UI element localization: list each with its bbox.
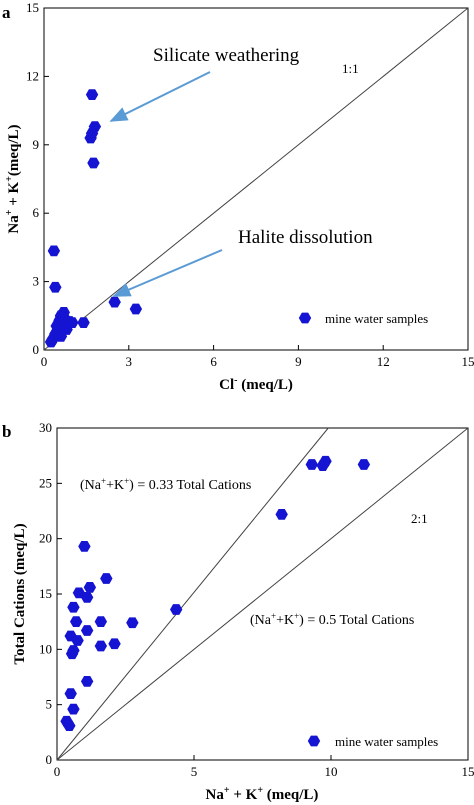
y-tick-label: 10	[39, 641, 52, 656]
panel-b-legend-label: mine water samples	[335, 734, 438, 749]
data-point	[63, 720, 76, 732]
data-point	[357, 459, 371, 470]
reference-line	[56, 427, 329, 761]
panel-b: b 0 5 10 15 0 5 10 15 20 25 30 2:1 (Na++K+) = 0.33…	[2, 420, 474, 803]
data-point	[49, 281, 62, 293]
data-point	[71, 635, 84, 646]
data-point	[94, 616, 108, 628]
reference-line	[56, 427, 469, 761]
x-tick-label: 0	[54, 764, 61, 779]
x-tick-label: 3	[126, 354, 133, 369]
data-point	[100, 573, 113, 584]
panel-a-legend-marker	[298, 312, 312, 324]
data-point	[83, 581, 97, 593]
data-point	[108, 638, 121, 650]
y-tick-label: 30	[39, 420, 52, 435]
annotation-033-total-cations: (Na++K+) = 0.33 Total Cations	[80, 476, 251, 493]
arrow-halite-dissolution	[112, 249, 223, 297]
panel-b-legend: mine water samples	[307, 734, 438, 749]
data-point	[78, 541, 91, 552]
annotation-silicate-weathering: Silicate weathering	[153, 45, 300, 66]
data-point	[80, 676, 94, 687]
y-tick-label: 0	[33, 342, 40, 357]
panel-b-line-label-2-1: 2:1	[411, 511, 428, 526]
panel-a-frame	[43, 7, 469, 351]
annotation-halite-dissolution: Halite dissolution	[238, 227, 373, 248]
panel-b-legend-marker	[307, 735, 321, 747]
data-point	[67, 703, 80, 715]
annotation-05-total-cations: (Na++K+) = 0.5 Total Cations	[250, 611, 414, 628]
panel-b-y-axis-label: Total Cations (meq/L)	[12, 523, 28, 664]
panel-b-axes: 0 5 10 15 0 5 10 15 20 25 30	[39, 420, 474, 779]
x-tick-label: 15	[462, 354, 474, 369]
data-point	[108, 296, 121, 308]
data-point	[64, 688, 77, 699]
panel-b-points	[60, 455, 371, 732]
data-point	[67, 601, 80, 613]
panel-a: a 0 3 6 9 12 15 0 3 6 9 12 15 1:1 Silicate weatheri…	[2, 0, 474, 393]
y-tick-label: 15	[26, 0, 39, 15]
data-point	[319, 455, 332, 467]
y-tick-label: 15	[39, 586, 52, 601]
panel-a-legend-label: mine water samples	[325, 311, 428, 326]
data-point	[47, 245, 61, 257]
data-point	[169, 604, 183, 615]
panel-a-label: a	[2, 3, 11, 22]
x-tick-label: 6	[210, 354, 217, 369]
y-tick-label: 0	[46, 752, 53, 767]
panel-a-axes: 0 3 6 9 12 15 0 3 6 9 12 15	[26, 0, 474, 369]
data-point	[44, 336, 58, 348]
panel-a-y-axis-label: Na+ + K+(meq/L)	[4, 124, 22, 233]
panel-b-x-axis-label: Na+ + K+ (meq/L)	[206, 785, 319, 803]
data-point	[87, 157, 100, 169]
x-tick-label: 5	[191, 764, 198, 779]
y-tick-label: 6	[33, 205, 40, 220]
panel-b-label: b	[2, 422, 11, 441]
data-point	[65, 648, 79, 660]
data-point	[275, 508, 288, 520]
data-point	[84, 132, 97, 144]
data-point	[77, 317, 90, 329]
x-tick-label: 10	[325, 764, 338, 779]
data-point	[80, 591, 94, 603]
y-tick-label: 12	[26, 68, 39, 83]
data-point	[94, 640, 108, 652]
x-tick-label: 9	[295, 354, 302, 369]
x-tick-label: 0	[41, 354, 48, 369]
panel-a-points	[44, 89, 143, 348]
data-point	[129, 303, 143, 315]
data-point	[126, 617, 139, 629]
panel-b-reference-lines	[56, 427, 469, 761]
arrow-silicate-weathering	[109, 71, 211, 122]
data-point	[85, 89, 99, 101]
x-tick-label: 12	[377, 354, 390, 369]
y-tick-label: 25	[39, 475, 52, 490]
y-tick-label: 20	[39, 531, 52, 546]
x-tick-label: 15	[462, 764, 474, 779]
y-tick-label: 5	[46, 697, 53, 712]
data-point	[305, 459, 319, 470]
y-tick-label: 9	[33, 137, 40, 152]
data-point	[80, 625, 94, 636]
data-point	[69, 616, 83, 628]
y-tick-label: 3	[33, 274, 40, 289]
panel-a-x-axis-label: Cl- (meq/L)	[219, 375, 293, 393]
panel-a-legend: mine water samples	[298, 311, 428, 326]
panel-a-line-label-1-1: 1:1	[342, 61, 359, 76]
